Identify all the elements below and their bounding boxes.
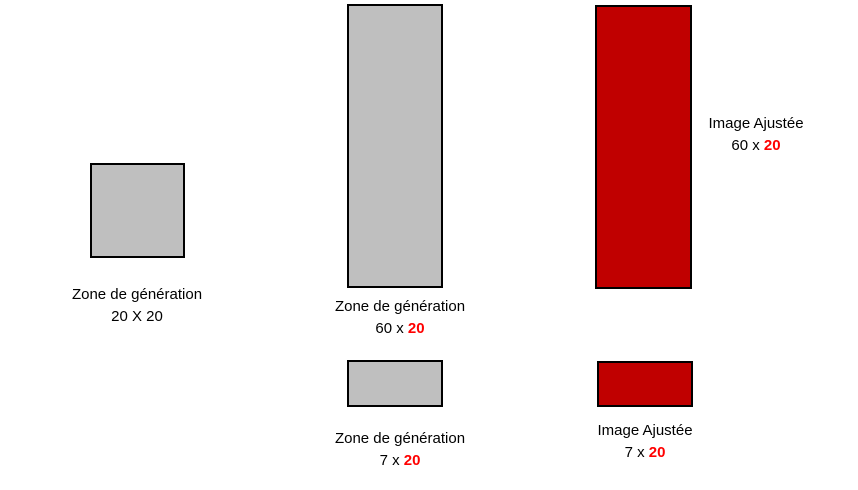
label-dimensions: 20 X 20 xyxy=(27,306,247,328)
dimension-text: 60 x xyxy=(375,320,408,337)
generation-zone-60x20-label: Zone de génération 60 x 20 xyxy=(290,296,510,340)
label-dimensions: 7 x 20 xyxy=(535,442,755,464)
dimension-highlight: 20 xyxy=(407,320,425,337)
label-dimensions: 60 x 20 xyxy=(290,318,510,340)
generation-zone-20x20-label: Zone de génération 20 X 20 xyxy=(27,284,247,328)
dimension-highlight: 20 xyxy=(648,444,666,461)
dimension-text: 60 x xyxy=(731,137,764,154)
generation-zone-7x20-label: Zone de génération 7 x 20 xyxy=(290,428,510,472)
generation-zone-60x20-rect xyxy=(347,4,443,288)
dimension-highlight: 20 xyxy=(403,452,421,469)
label-title: Zone de génération xyxy=(334,430,466,447)
dimension-text: 7 x xyxy=(379,452,404,469)
adjusted-image-7x20-label: Image Ajustée 7 x 20 xyxy=(535,420,755,464)
label-dimensions: 7 x 20 xyxy=(290,450,510,472)
dimension-text: 7 x xyxy=(624,444,649,461)
dimension-text: 20 X 20 xyxy=(111,308,163,325)
adjusted-image-60x20-label: Image Ajustée 60 x 20 xyxy=(646,113,858,157)
generation-zone-20x20-rect xyxy=(90,163,185,258)
label-title: Image Ajustée xyxy=(708,115,804,132)
generation-zone-7x20-rect xyxy=(347,360,443,407)
label-title: Zone de génération xyxy=(71,286,203,303)
label-title: Zone de génération xyxy=(334,298,466,315)
adjusted-image-7x20-rect xyxy=(597,361,693,407)
dimension-highlight: 20 xyxy=(763,137,781,154)
label-dimensions: 60 x 20 xyxy=(646,135,858,157)
label-title: Image Ajustée xyxy=(597,422,693,439)
adjusted-image-60x20-rect xyxy=(595,5,692,289)
